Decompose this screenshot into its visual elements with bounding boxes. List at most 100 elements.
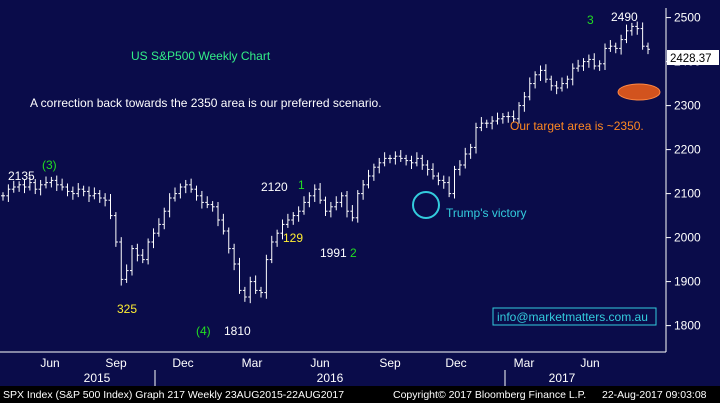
annotation-wave-3-bracket: (3) xyxy=(42,158,57,172)
ohlc-bar xyxy=(22,179,27,194)
ohlc-bar xyxy=(382,152,387,167)
ohlc-bar xyxy=(366,169,371,189)
ohlc-bar xyxy=(603,43,607,70)
ohlc-bar xyxy=(296,206,301,222)
ohlc-bar xyxy=(409,155,414,169)
target-area-ellipse xyxy=(617,83,661,101)
ohlc-bar xyxy=(457,160,462,176)
ohlc-bar xyxy=(613,42,618,54)
ohlc-bar xyxy=(210,201,215,212)
info-box[interactable]: info@marketmatters.com.au xyxy=(492,307,657,326)
x-tick-label: Jun xyxy=(310,356,329,370)
x-tick-label: Sep xyxy=(105,356,127,370)
footer-description: SPX Index (S&P 500 Index) Graph 217 Week… xyxy=(3,389,344,401)
annotation-wave-2: 2 xyxy=(350,246,357,260)
ohlc-bar xyxy=(135,243,140,262)
ohlc-bar xyxy=(199,190,204,209)
ohlc-bar xyxy=(65,183,70,197)
ohlc-bar xyxy=(302,196,306,215)
ohlc-bar xyxy=(355,190,360,223)
ohlc-bar xyxy=(479,117,484,132)
y-tick-label: 2000 xyxy=(674,231,701,245)
info-email-link[interactable]: info@marketmatters.com.au xyxy=(497,310,648,324)
x-year-label: 2017 xyxy=(549,371,576,385)
annotation-325: 325 xyxy=(117,302,137,316)
ohlc-bar xyxy=(500,113,505,124)
ohlc-bar xyxy=(173,187,177,202)
ohlc-bar xyxy=(183,179,188,194)
ohlc-bar xyxy=(452,165,457,199)
ohlc-bar xyxy=(361,179,366,200)
ohlc-bar xyxy=(17,181,22,192)
annotation-wave-3: 3 xyxy=(587,13,594,27)
x-tick-label: Mar xyxy=(242,356,263,370)
ohlc-bar xyxy=(124,264,129,283)
annotation-wave-4-bracket: (4) xyxy=(196,324,211,338)
ohlc-bar xyxy=(307,192,312,208)
ohlc-bar xyxy=(113,212,118,247)
ohlc-bar xyxy=(581,58,586,71)
ohlc-bar xyxy=(447,176,452,198)
x-tick-label: Sep xyxy=(379,356,401,370)
x-tick-label: Jun xyxy=(580,356,599,370)
ohlc-bar xyxy=(87,186,91,202)
price-bars xyxy=(1,21,650,304)
ohlc-bar xyxy=(264,254,269,299)
ohlc-bar xyxy=(232,243,237,271)
ohlc-bar xyxy=(640,22,645,50)
ohlc-bar xyxy=(60,178,65,191)
footer-bar xyxy=(0,386,720,403)
y-tick-label: 2100 xyxy=(674,187,701,201)
ohlc-bar xyxy=(527,77,532,101)
ohlc-bar xyxy=(6,184,11,202)
y-tick-label: 1800 xyxy=(674,319,701,333)
ohlc-bar xyxy=(253,275,258,294)
ohlc-bar xyxy=(328,201,333,218)
annotation-1991: 1991 xyxy=(320,246,347,260)
ohlc-bar xyxy=(216,201,220,227)
ohlc-bar xyxy=(441,175,446,189)
ohlc-bar xyxy=(350,205,355,222)
ohlc-bar xyxy=(259,286,263,298)
x-tick-label: Dec xyxy=(172,356,193,370)
ohlc-bar xyxy=(506,111,511,123)
ohlc-bar xyxy=(156,218,161,237)
ohlc-bar xyxy=(291,212,296,225)
ohlc-bar xyxy=(431,163,435,180)
ohlc-bar xyxy=(167,193,172,218)
ohlc-bar xyxy=(468,143,473,159)
x-tick-label: Dec xyxy=(445,356,466,370)
ohlc-bar xyxy=(275,229,280,247)
ohlc-bar xyxy=(108,194,113,220)
ohlc-bar xyxy=(146,238,151,265)
ohlc-bar xyxy=(33,179,38,195)
ohlc-bar xyxy=(323,196,328,217)
annotation-2120: 2120 xyxy=(261,180,288,194)
last-price-box: 2428.37 xyxy=(667,50,719,65)
ohlc-bar xyxy=(194,185,199,201)
ohlc-bar xyxy=(242,286,247,302)
ohlc-bar xyxy=(119,237,124,286)
ohlc-bar xyxy=(484,119,489,129)
ohlc-bar xyxy=(189,178,194,193)
ohlc-bar xyxy=(629,22,634,36)
ohlc-bar xyxy=(226,227,231,254)
ohlc-bar xyxy=(522,91,527,112)
last-price-value: 2428.37 xyxy=(670,53,712,65)
ohlc-bar xyxy=(151,228,156,249)
ohlc-bar xyxy=(318,183,323,204)
ohlc-bar xyxy=(1,192,5,201)
ohlc-bar xyxy=(549,75,554,91)
ohlc-bar xyxy=(570,63,575,86)
ohlc-bar xyxy=(420,154,425,170)
annotation-129: 129 xyxy=(283,231,303,245)
ohlc-bar xyxy=(205,196,210,209)
trump-victory-circle xyxy=(412,191,440,219)
ohlc-bar xyxy=(377,157,382,174)
ohlc-bar xyxy=(312,184,317,202)
x-axis-ticks: Jun Sep Dec Mar Jun Sep Dec Mar Jun 2015 2016 2017 xyxy=(40,356,600,386)
ohlc-bar xyxy=(248,276,253,304)
ohlc-bar xyxy=(81,185,86,197)
